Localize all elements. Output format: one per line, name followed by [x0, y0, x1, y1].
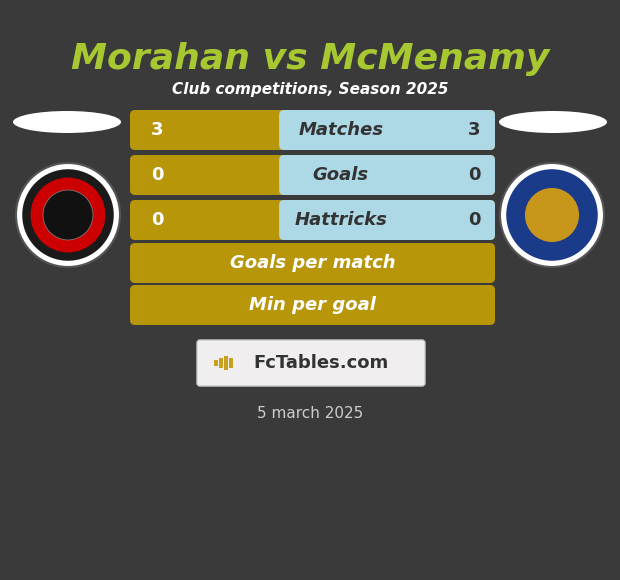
Bar	[229, 358, 233, 368]
Text: 0: 0	[151, 211, 163, 229]
Ellipse shape	[13, 111, 121, 133]
Text: 0: 0	[467, 211, 481, 229]
FancyBboxPatch shape	[197, 340, 425, 386]
Text: FcTables.com: FcTables.com	[254, 354, 389, 372]
Text: 3: 3	[151, 121, 163, 139]
Bar	[219, 358, 223, 368]
Bar	[214, 360, 218, 366]
Text: Matches: Matches	[298, 121, 383, 139]
Text: Club competitions, Season 2025: Club competitions, Season 2025	[172, 82, 448, 97]
FancyBboxPatch shape	[130, 155, 495, 195]
Text: 0: 0	[467, 166, 481, 184]
Circle shape	[16, 163, 120, 267]
FancyBboxPatch shape	[130, 243, 495, 283]
Text: 0: 0	[151, 166, 163, 184]
FancyBboxPatch shape	[279, 110, 495, 150]
Text: Goals per match: Goals per match	[229, 254, 396, 272]
FancyBboxPatch shape	[130, 200, 495, 240]
Circle shape	[500, 163, 604, 267]
Text: Goals: Goals	[313, 166, 369, 184]
Ellipse shape	[499, 111, 607, 133]
FancyBboxPatch shape	[279, 200, 495, 240]
FancyBboxPatch shape	[130, 110, 495, 150]
Text: Morahan vs McMenamy: Morahan vs McMenamy	[71, 42, 549, 76]
FancyBboxPatch shape	[279, 155, 495, 195]
FancyBboxPatch shape	[130, 285, 495, 325]
Circle shape	[43, 190, 93, 240]
Circle shape	[22, 169, 113, 261]
Bar	[224, 356, 228, 370]
Text: Min per goal: Min per goal	[249, 296, 376, 314]
Circle shape	[525, 188, 579, 242]
Text: 3: 3	[467, 121, 481, 139]
Text: 5 march 2025: 5 march 2025	[257, 405, 363, 420]
Circle shape	[30, 177, 105, 252]
Circle shape	[507, 169, 598, 261]
Text: Hattricks: Hattricks	[294, 211, 388, 229]
